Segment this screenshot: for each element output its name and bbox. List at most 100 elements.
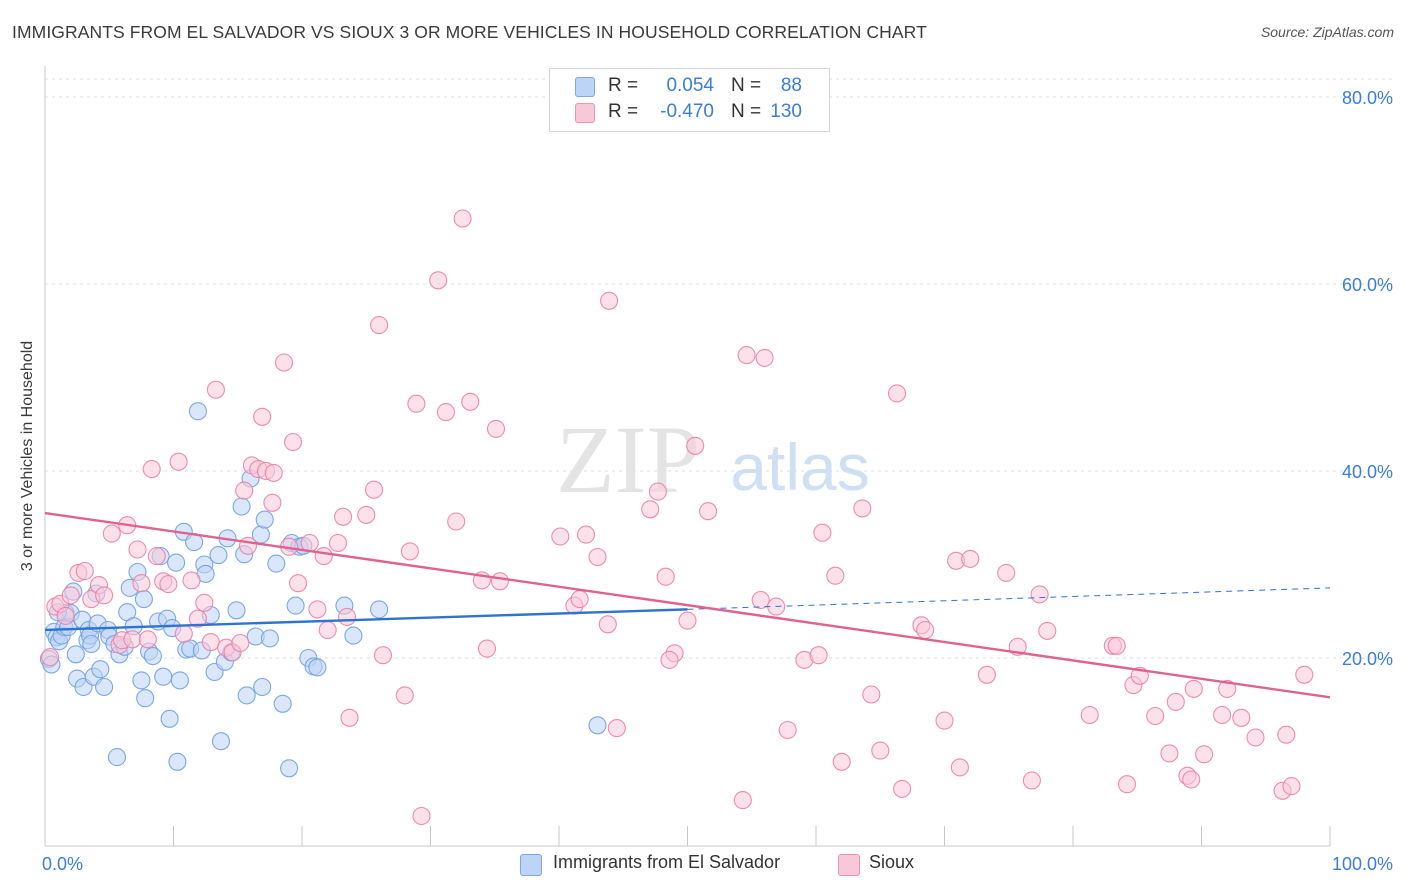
point-el-salvador xyxy=(95,677,114,697)
point-sioux xyxy=(862,685,881,704)
trend-line-el-salvador-extension xyxy=(687,587,1331,610)
x-tick-label: 0.0% xyxy=(42,854,83,874)
point-sioux xyxy=(429,271,448,290)
point-sioux xyxy=(853,499,872,518)
point-sioux xyxy=(370,316,389,335)
point-el-salvador xyxy=(273,694,292,713)
point-sioux xyxy=(1195,745,1214,764)
series-legend-swatch-el-salvador xyxy=(520,854,542,876)
point-sioux xyxy=(1218,679,1237,698)
point-sioux xyxy=(737,346,756,365)
point-sioux xyxy=(1080,705,1099,725)
point-sioux xyxy=(1282,777,1301,796)
y-tick-label: 80.0% xyxy=(1342,88,1393,108)
point-sioux xyxy=(832,752,851,771)
point-sioux xyxy=(289,574,308,593)
point-el-salvador xyxy=(232,497,251,516)
point-sioux xyxy=(871,741,890,760)
point-sioux xyxy=(56,606,75,625)
point-sioux xyxy=(201,633,220,652)
legend-r-label: R = xyxy=(608,101,639,122)
point-el-salvador xyxy=(209,546,228,565)
point-sioux xyxy=(147,547,166,566)
y-tick-label: 60.0% xyxy=(1342,275,1393,295)
source-label: Source: ZipAtlas.com xyxy=(1260,24,1394,40)
series-legend-label-el-salvador: Immigrants from El Salvador xyxy=(553,852,781,872)
point-sioux xyxy=(660,650,679,669)
point-sioux xyxy=(274,353,294,372)
point-el-salvador xyxy=(286,596,305,615)
point-sioux xyxy=(1232,708,1251,727)
point-sioux xyxy=(461,392,480,411)
point-sioux xyxy=(159,575,178,594)
point-sioux xyxy=(195,593,214,612)
tick-labels: 20.0% 40.0% 60.0% 80.0% 0.0% 100.0% xyxy=(42,88,1393,874)
point-sioux xyxy=(755,348,774,367)
legend-n-label: N = xyxy=(731,75,762,96)
point-sioux xyxy=(809,646,828,665)
point-sioux xyxy=(551,527,570,546)
point-sioux xyxy=(264,463,283,482)
legend-n-label: N = xyxy=(731,101,762,122)
point-el-salvador xyxy=(227,601,246,620)
legend-n-value: 88 xyxy=(780,75,802,96)
point-sioux xyxy=(263,493,282,512)
point-el-salvador xyxy=(370,600,389,619)
point-sioux xyxy=(357,505,376,524)
watermark-atlas: atlas xyxy=(730,430,869,504)
point-sioux xyxy=(477,639,497,658)
point-sioux xyxy=(1213,705,1232,725)
point-sioux xyxy=(253,407,272,426)
point-sioux xyxy=(308,600,327,619)
point-sioux xyxy=(340,708,359,727)
legend-swatch-pink xyxy=(575,103,595,123)
point-el-salvador xyxy=(132,671,151,690)
point-sioux xyxy=(95,586,114,605)
chart-title: IMMIGRANTS FROM EL SALVADOR VS SIOUX 3 O… xyxy=(12,22,927,42)
point-sioux xyxy=(588,547,607,567)
point-sioux xyxy=(182,571,201,590)
point-sioux xyxy=(1038,621,1057,640)
point-sioux xyxy=(733,791,752,810)
point-el-salvador xyxy=(253,677,272,697)
series-legend-label-sioux: Sioux xyxy=(869,852,915,872)
y-tick-label: 40.0% xyxy=(1342,462,1393,482)
point-sioux xyxy=(600,291,619,310)
point-sioux xyxy=(961,549,980,568)
point-sioux xyxy=(318,620,337,640)
point-sioux xyxy=(283,432,303,452)
point-el-salvador xyxy=(267,554,286,573)
point-sioux xyxy=(142,460,161,479)
legend-row-sioux: R = -0.470 N = 130 xyxy=(550,100,829,126)
trend-lines xyxy=(44,511,1331,699)
legend-row-el-salvador: R = 0.054 N = 88 xyxy=(550,74,829,100)
point-sioux xyxy=(1246,728,1265,747)
point-sioux xyxy=(407,394,426,413)
point-sioux xyxy=(337,607,357,626)
point-sioux xyxy=(486,419,506,438)
point-sioux xyxy=(699,502,718,521)
point-sioux xyxy=(607,719,626,738)
point-sioux xyxy=(188,609,207,628)
point-el-salvador xyxy=(167,553,186,572)
point-el-salvador xyxy=(260,629,279,648)
point-sioux xyxy=(1117,775,1137,794)
point-sioux xyxy=(570,590,589,609)
point-sioux xyxy=(447,512,466,531)
point-el-salvador xyxy=(66,645,85,664)
point-sioux xyxy=(138,630,157,649)
point-sioux xyxy=(1107,636,1126,655)
point-sioux xyxy=(813,523,832,542)
point-sioux xyxy=(206,380,225,399)
point-sioux xyxy=(1030,585,1049,604)
point-sioux xyxy=(75,561,94,581)
point-sioux xyxy=(1166,692,1185,711)
point-sioux xyxy=(935,711,954,730)
point-sioux xyxy=(678,611,697,630)
point-sioux xyxy=(231,633,250,653)
point-sioux xyxy=(61,586,80,605)
point-sioux xyxy=(598,615,617,634)
point-el-salvador xyxy=(143,647,162,666)
data-points xyxy=(39,209,1314,826)
